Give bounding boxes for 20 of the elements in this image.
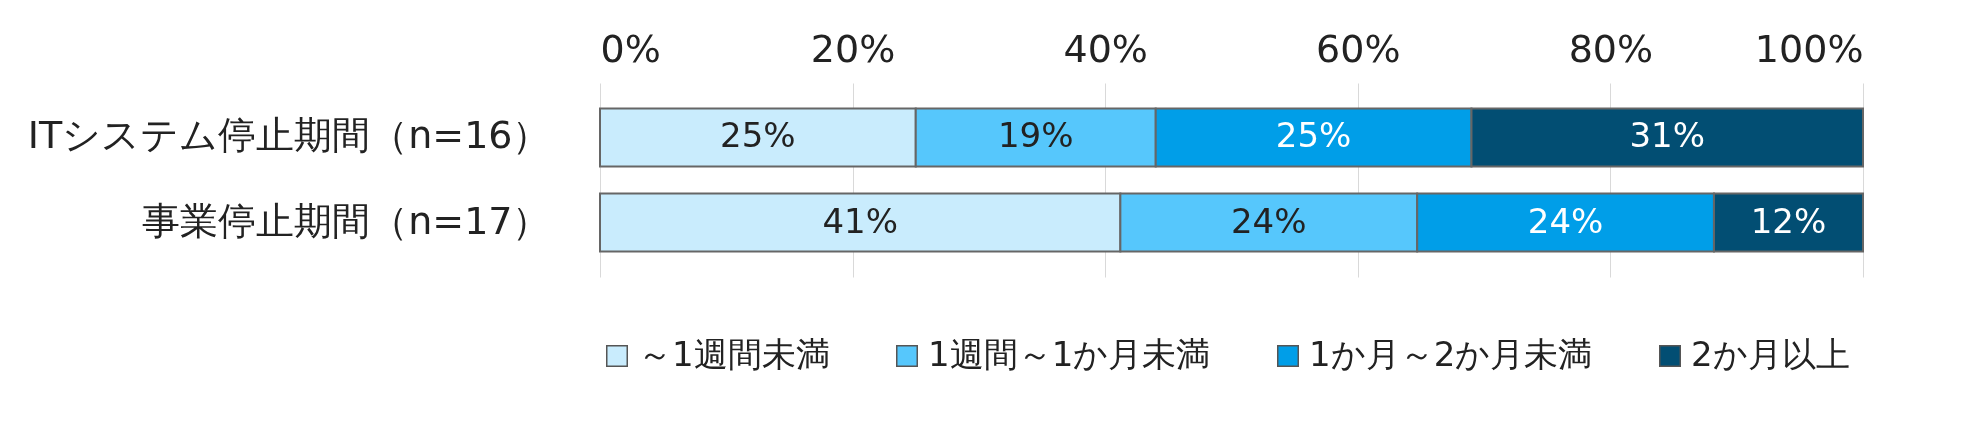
x-tick-label: 20% xyxy=(810,26,896,71)
y-tick-label: 事業停止期間（n=17） xyxy=(142,198,551,243)
legend-label: 2か月以上 xyxy=(1691,334,1850,374)
data-label: 24% xyxy=(1230,200,1307,241)
data-label: 31% xyxy=(1629,115,1706,156)
legend-label: 1か月～2か月未満 xyxy=(1309,334,1593,374)
x-tick-label: 80% xyxy=(1568,26,1654,71)
data-label: 41% xyxy=(822,200,898,241)
x-tick-label: 100% xyxy=(1754,26,1864,71)
data-label: 12% xyxy=(1750,200,1827,241)
data-label: 24% xyxy=(1527,200,1604,241)
legend-label: ～1週間未満 xyxy=(638,334,830,374)
y-tick-label: ITシステム停止期間（n=16） xyxy=(27,113,551,158)
x-tick-label: 60% xyxy=(1316,26,1401,71)
data-label: 25% xyxy=(720,115,796,156)
legend-label: 1週間～1か月未満 xyxy=(928,334,1211,374)
x-tick-label: 0% xyxy=(600,26,661,71)
x-tick-label: 40% xyxy=(1063,26,1148,71)
data-label: 19% xyxy=(997,115,1074,156)
data-label: 25% xyxy=(1275,115,1352,156)
